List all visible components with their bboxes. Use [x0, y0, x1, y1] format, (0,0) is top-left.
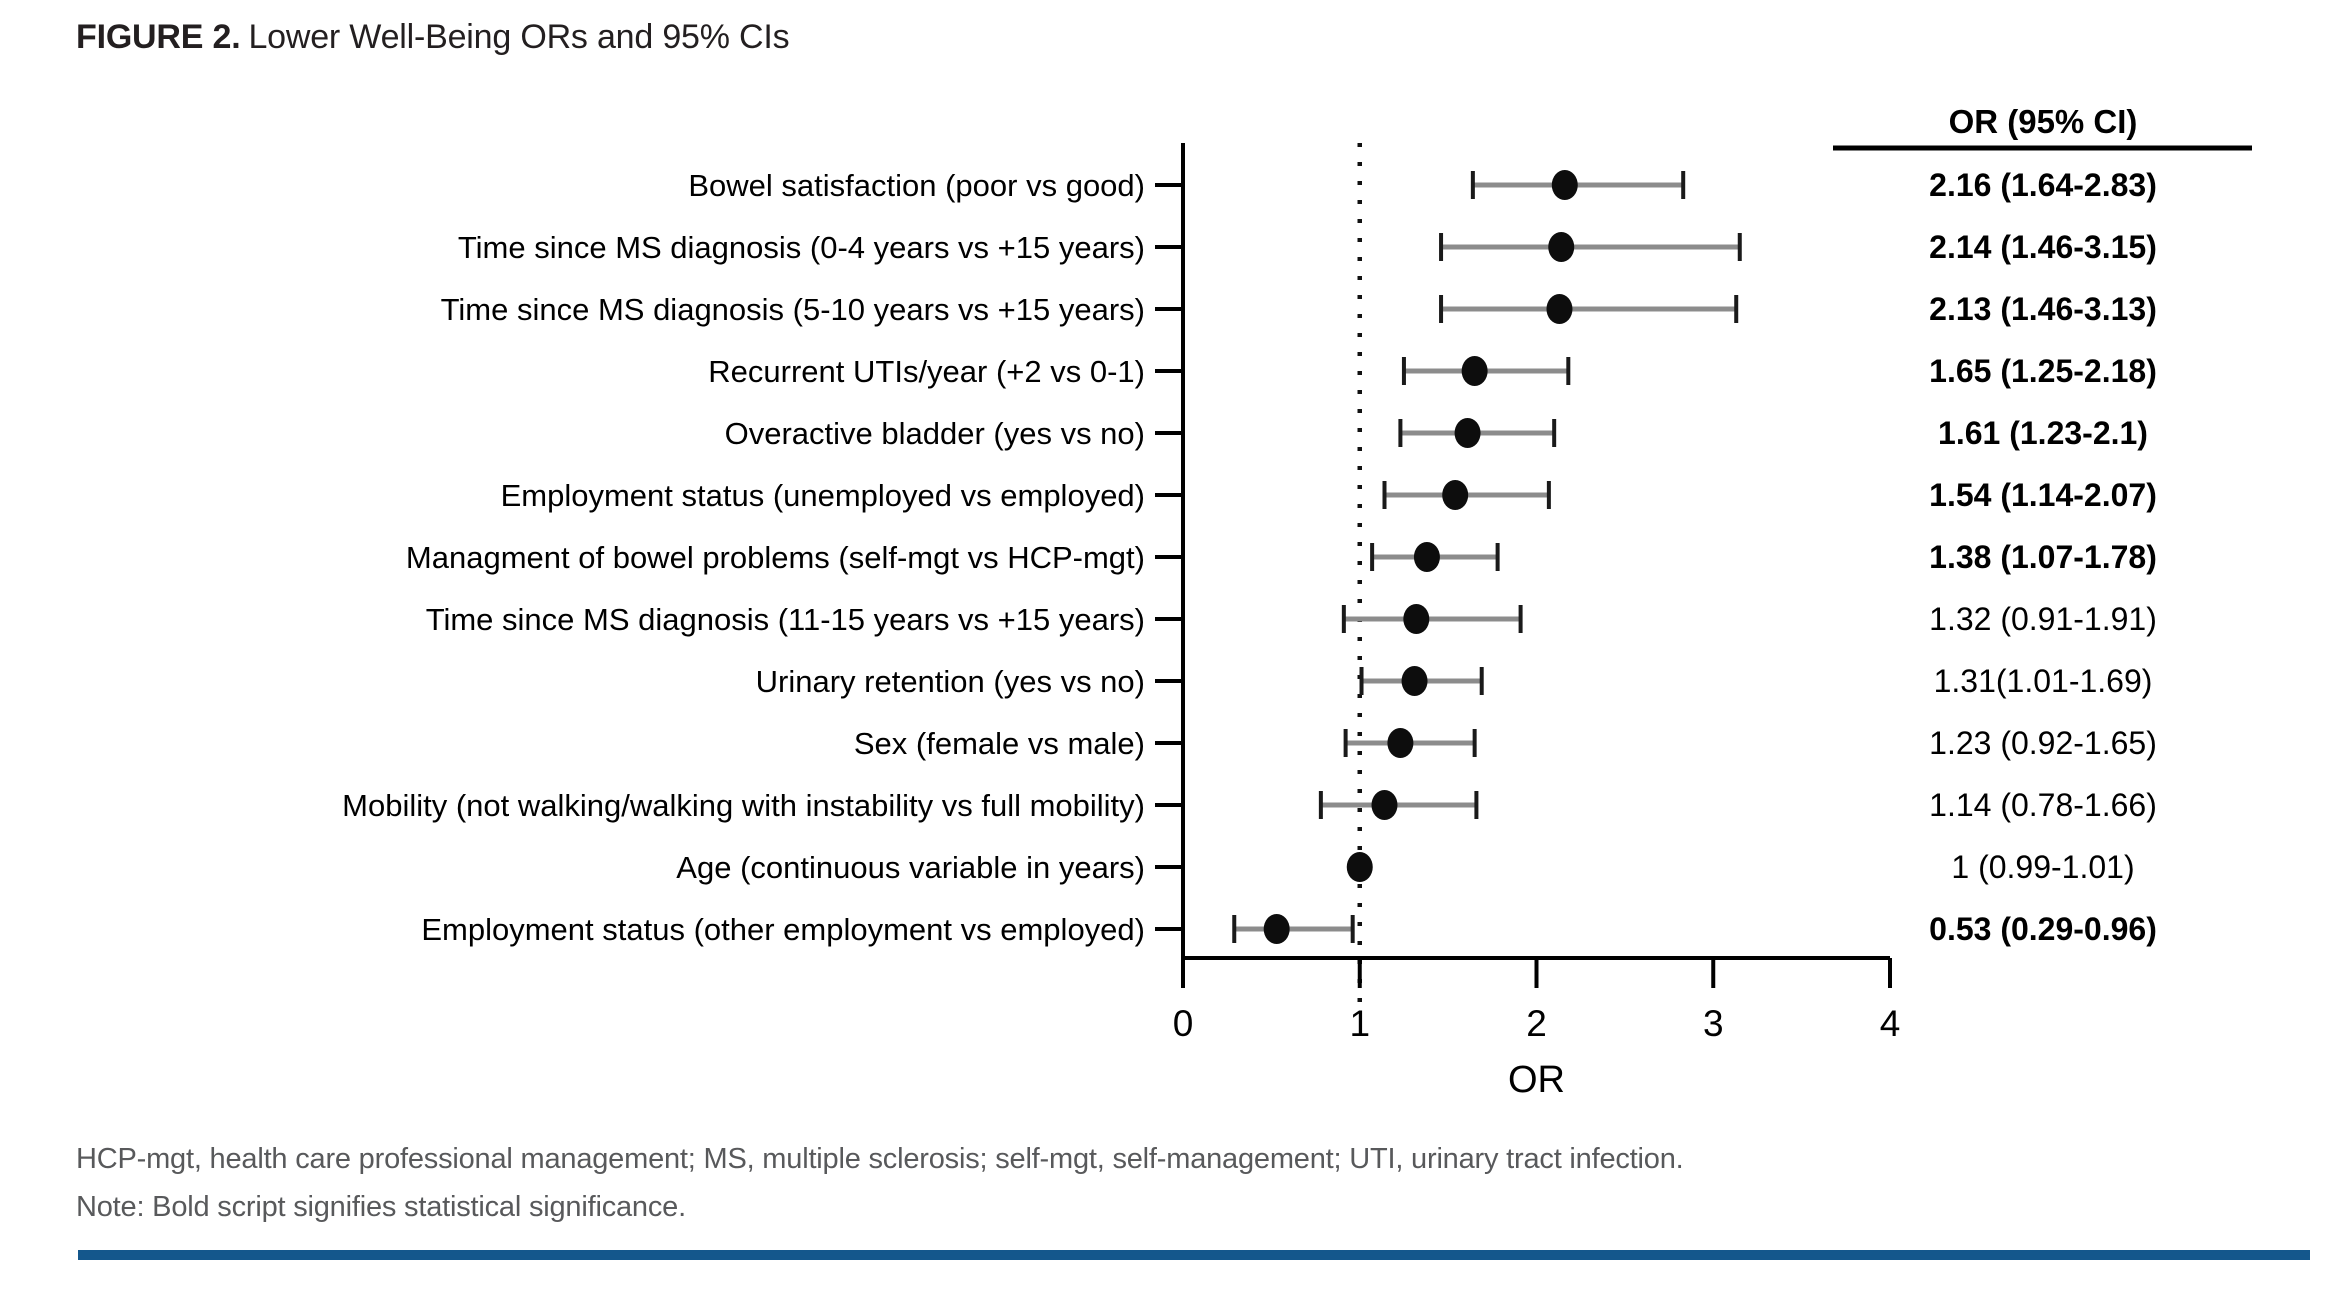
figure-caption: Lower Well-Being ORs and 95% CIs — [248, 18, 790, 56]
forest-row: Time since MS diagnosis (0-4 years vs +1… — [458, 229, 2157, 265]
x-tick-label: 1 — [1349, 1003, 1370, 1044]
forest-row: Urinary retention (yes vs no) 1.31(1.01-1… — [756, 663, 2153, 699]
x-tick-label: 4 — [1880, 1003, 1901, 1044]
or-column-header-text: OR (95% CI) — [1949, 103, 2138, 140]
or-value: 1.61 (1.23-2.1) — [1938, 415, 2148, 451]
or-marker — [1454, 418, 1481, 448]
row-label: Sex (female vs male) — [854, 726, 1145, 761]
forest-row: Managment of bowel problems (self-mgt vs… — [406, 539, 2157, 575]
or-marker — [1387, 728, 1414, 758]
figure-title: FIGURE 2. Lower Well-Being ORs and 95% CI… — [76, 18, 790, 57]
or-value: 1.65 (1.25-2.18) — [1929, 353, 2157, 389]
or-value: 1.32 (0.91-1.91) — [1929, 601, 2157, 637]
or-marker — [1461, 356, 1488, 386]
or-value: 1.31(1.01-1.69) — [1934, 663, 2153, 699]
figure-number: FIGURE 2. — [76, 18, 241, 56]
row-label: Overactive bladder (yes vs no) — [725, 416, 1145, 451]
or-value: 1.14 (0.78-1.66) — [1929, 787, 2157, 823]
or-value: 2.13 (1.46-3.13) — [1929, 291, 2157, 327]
forest-row: Age (continuous variable in years) 1 (0.9… — [676, 849, 2134, 885]
row-label: Time since MS diagnosis (11-15 years vs … — [426, 602, 1145, 637]
or-marker — [1548, 232, 1575, 262]
x-tick-label: 0 — [1173, 1003, 1194, 1044]
x-tick-label: 2 — [1526, 1003, 1547, 1044]
row-label: Urinary retention (yes vs no) — [756, 664, 1145, 699]
row-label: Employment status (unemployed vs employe… — [501, 478, 1145, 513]
or-marker — [1346, 852, 1373, 882]
x-axis: 0 1 2 3 4 OR — [1173, 956, 1901, 1101]
forest-row: Overactive bladder (yes vs no) 1.61 (1.23… — [725, 415, 2148, 451]
footnote-abbreviations: HCP-mgt, health care professional manage… — [76, 1143, 1684, 1175]
forest-row: Employment status (unemployed vs employe… — [501, 477, 2157, 513]
row-label: Bowel satisfaction (poor vs good) — [688, 168, 1145, 203]
or-marker — [1403, 604, 1430, 634]
or-marker — [1371, 790, 1398, 820]
or-value: 1.38 (1.07-1.78) — [1929, 539, 2157, 575]
or-marker — [1442, 480, 1469, 510]
or-marker — [1551, 170, 1578, 200]
or-value: 0.53 (0.29-0.96) — [1929, 911, 2157, 947]
or-marker — [1401, 666, 1428, 696]
or-value: 2.16 (1.64-2.83) — [1929, 167, 2157, 203]
or-value: 1 (0.99-1.01) — [1951, 849, 2134, 885]
footnote-significance-note: Note: Bold script signifies statistical … — [76, 1191, 686, 1223]
forest-row: Sex (female vs male) 1.23 (0.92-1.65) — [854, 725, 2157, 761]
row-label: Time since MS diagnosis (0-4 years vs +1… — [458, 230, 1145, 265]
forest-row: Bowel satisfaction (poor vs good) 2.16 (1… — [688, 167, 2156, 203]
or-value: 2.14 (1.46-3.15) — [1929, 229, 2157, 265]
row-label: Mobility (not walking/walking with insta… — [342, 788, 1145, 823]
row-label: Age (continuous variable in years) — [676, 850, 1145, 885]
x-tick-label: 3 — [1703, 1003, 1724, 1044]
or-marker — [1546, 294, 1573, 324]
forest-row: Time since MS diagnosis (11-15 years vs … — [426, 601, 2157, 637]
or-marker — [1263, 914, 1290, 944]
forest-row: Mobility (not walking/walking with insta… — [342, 787, 2157, 823]
row-label: Recurrent UTIs/year (+2 vs 0-1) — [708, 354, 1145, 389]
row-label: Managment of bowel problems (self-mgt vs… — [406, 540, 1145, 575]
or-value: 1.54 (1.14-2.07) — [1929, 477, 2157, 513]
forest-row: Recurrent UTIs/year (+2 vs 0-1) 1.65 (1.2… — [708, 353, 2157, 389]
forest-row: Employment status (other employment vs e… — [421, 911, 2156, 947]
bottom-accent-bar — [78, 1250, 2310, 1260]
or-column-header: OR (95% CI) — [1833, 103, 2252, 151]
or-value: 1.23 (0.92-1.65) — [1929, 725, 2157, 761]
or-marker — [1413, 542, 1440, 572]
row-label: Time since MS diagnosis (5-10 years vs +… — [441, 292, 1145, 327]
row-label: Employment status (other employment vs e… — [421, 912, 1145, 947]
forest-row: Time since MS diagnosis (5-10 years vs +… — [441, 291, 2157, 327]
x-axis-title: OR — [1508, 1059, 1565, 1101]
